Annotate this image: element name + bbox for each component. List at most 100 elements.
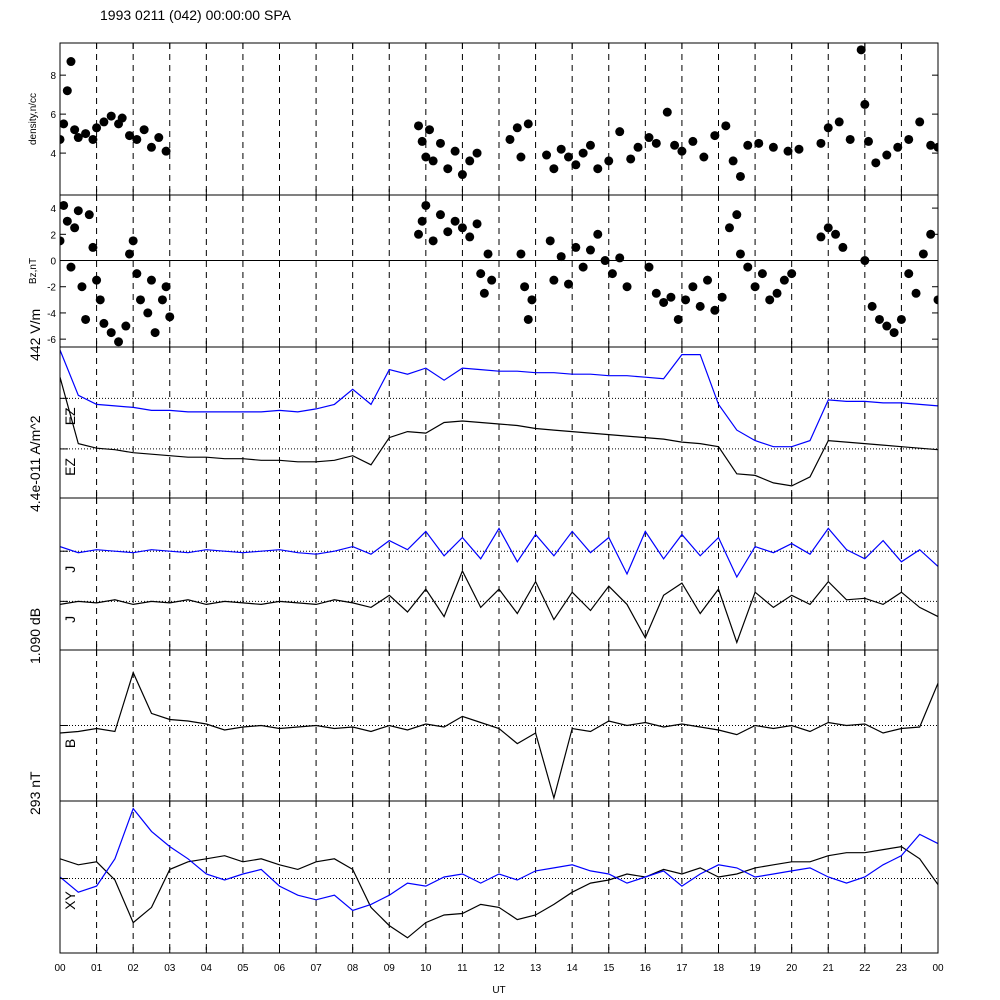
point (523, 314, 533, 324)
point (783, 146, 793, 156)
y-axis-label: Bz,nT (28, 258, 39, 284)
series-label: EZ (62, 458, 78, 476)
point (721, 121, 731, 131)
point (95, 295, 105, 305)
point (106, 328, 116, 338)
point (564, 279, 574, 289)
y-tick-label: -6 (47, 335, 56, 346)
point (677, 146, 687, 156)
point (417, 216, 427, 226)
point (443, 164, 453, 174)
point (688, 136, 698, 146)
y-tick-label: 8 (50, 71, 56, 82)
point (125, 249, 135, 259)
x-tick-label: 12 (493, 963, 505, 974)
point (70, 223, 80, 233)
point (717, 292, 727, 302)
series-label: EZ (62, 407, 78, 425)
point (117, 113, 127, 123)
y-axis-label: density,n/cc (28, 93, 39, 145)
point (933, 295, 938, 305)
x-tick-label: 11 (457, 963, 468, 974)
point (549, 164, 559, 174)
point (457, 223, 467, 233)
x-tick-label: 00 (932, 963, 944, 974)
point (743, 140, 753, 150)
point (823, 223, 833, 233)
x-tick-label: 00 (54, 963, 66, 974)
point (867, 301, 877, 311)
point (644, 262, 654, 272)
point (73, 133, 83, 143)
point (732, 210, 742, 220)
point (421, 200, 431, 210)
point (750, 282, 760, 292)
point (556, 144, 566, 154)
point (779, 275, 789, 285)
x-tick-label: 23 (896, 963, 908, 974)
point (673, 314, 683, 324)
point (838, 242, 848, 252)
x-tick-label: 05 (237, 963, 249, 974)
y-tick-label: -2 (47, 283, 56, 294)
point (421, 152, 431, 162)
point (92, 275, 102, 285)
series-line (60, 377, 938, 487)
point (99, 318, 109, 328)
point (161, 146, 171, 156)
x-tick-label: 14 (567, 963, 579, 974)
point (60, 200, 69, 210)
point (417, 136, 427, 146)
point (666, 292, 676, 302)
point (66, 57, 76, 67)
panel-label: XY (62, 891, 78, 910)
point (62, 86, 72, 96)
point (450, 146, 460, 156)
point (472, 148, 482, 158)
x-tick-label: 15 (603, 963, 615, 974)
point (132, 134, 142, 144)
x-tick-label: 03 (164, 963, 176, 974)
y-tick-label: 6 (50, 110, 56, 121)
point (615, 127, 625, 137)
point (662, 107, 672, 117)
scale-label: 442 V/m (27, 309, 43, 361)
point (626, 154, 636, 164)
x-tick-label: 22 (859, 963, 871, 974)
point (92, 123, 102, 133)
point (479, 288, 489, 298)
point (135, 295, 145, 305)
series-line (60, 670, 938, 801)
point (128, 236, 138, 246)
point (516, 249, 526, 259)
point (60, 119, 69, 129)
series-line (60, 527, 938, 579)
point (88, 134, 98, 144)
point (651, 288, 661, 298)
point (593, 229, 603, 239)
point (871, 158, 881, 168)
point (816, 232, 826, 242)
scale-label: 293 nT (27, 771, 43, 815)
point (99, 117, 109, 127)
point (81, 129, 91, 139)
scale-label: 1.090 dB (27, 608, 43, 664)
point (926, 140, 936, 150)
y-tick-label: 0 (50, 257, 56, 268)
point (428, 236, 438, 246)
panel (60, 43, 938, 195)
x-tick-label: 21 (823, 963, 835, 974)
point (710, 305, 720, 315)
panel (60, 801, 938, 953)
point (688, 282, 698, 292)
point (918, 249, 928, 259)
point (161, 282, 171, 292)
x-tick-label: 16 (640, 963, 652, 974)
point (607, 269, 617, 279)
point (132, 269, 142, 279)
point (845, 134, 855, 144)
series-label: J (62, 566, 78, 573)
point (863, 136, 873, 146)
panel (60, 195, 938, 347)
